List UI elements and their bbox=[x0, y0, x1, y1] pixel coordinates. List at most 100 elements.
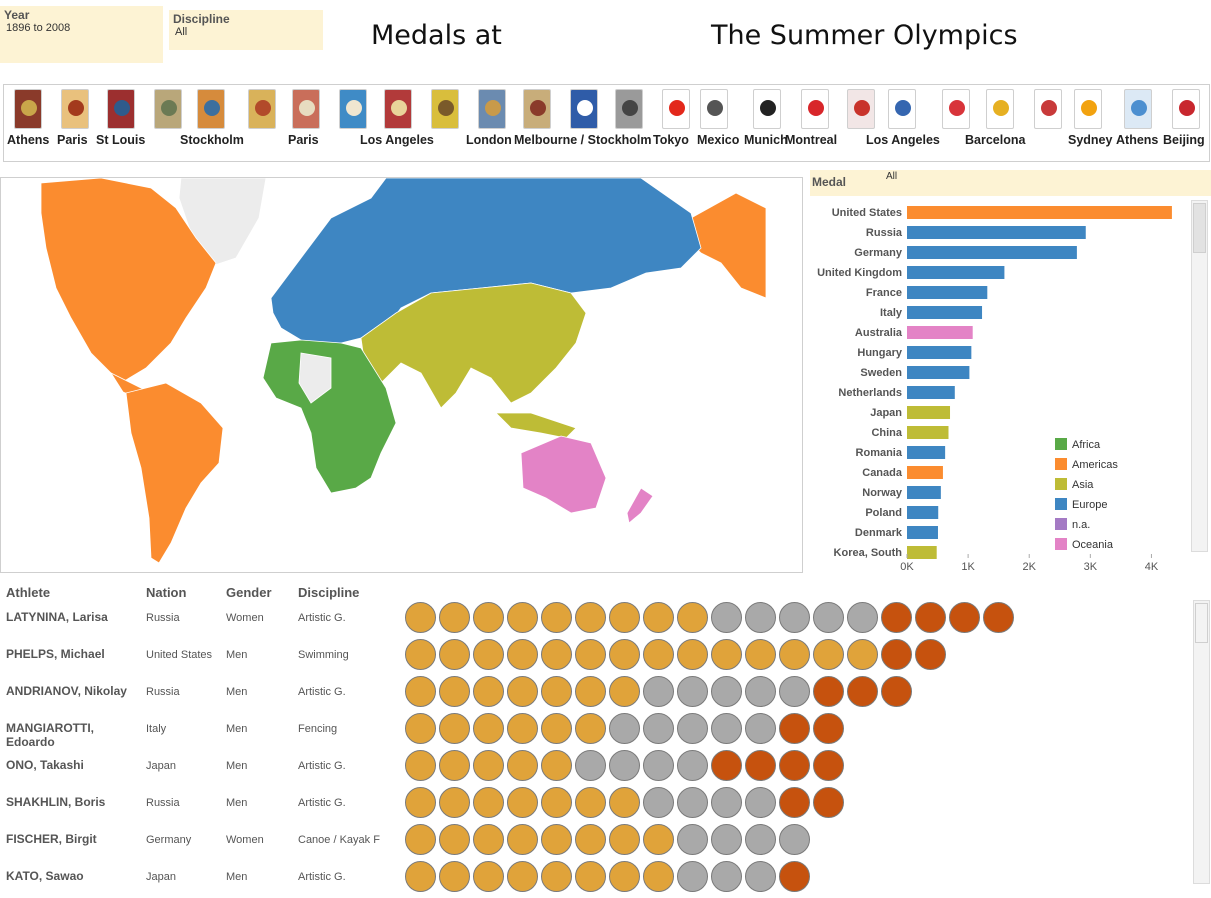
bar[interactable] bbox=[907, 266, 1005, 279]
bar-chart-scrollbar[interactable] bbox=[1191, 200, 1208, 552]
map-region-africa[interactable] bbox=[262, 339, 397, 494]
edition-city-label[interactable]: Paris bbox=[288, 133, 319, 147]
discipline-filter-value[interactable]: All bbox=[175, 26, 188, 38]
edition-poster[interactable] bbox=[662, 89, 690, 129]
edition-city-label[interactable]: Athens bbox=[1116, 133, 1159, 147]
legend-label[interactable]: Americas bbox=[1072, 459, 1118, 471]
edition-poster[interactable] bbox=[1124, 89, 1152, 129]
col-discipline[interactable]: Discipline bbox=[298, 585, 360, 600]
map-region-new-zealand[interactable] bbox=[626, 487, 654, 524]
edition-poster[interactable] bbox=[847, 89, 875, 129]
edition-poster[interactable] bbox=[801, 89, 829, 129]
athlete-row[interactable]: LATYNINA, Larisa Russia Women Artistic G. bbox=[0, 602, 1185, 639]
bar[interactable] bbox=[907, 406, 951, 419]
medal-filter[interactable]: Medal All bbox=[810, 170, 1211, 196]
edition-city-label[interactable]: London bbox=[466, 133, 512, 147]
edition-poster[interactable] bbox=[478, 89, 506, 129]
bar[interactable] bbox=[907, 306, 983, 319]
edition-poster[interactable] bbox=[1034, 89, 1062, 129]
athletes-scrollbar-thumb[interactable] bbox=[1195, 603, 1208, 643]
edition-poster[interactable] bbox=[154, 89, 182, 129]
athlete-row[interactable]: ONO, Takashi Japan Men Artistic G. bbox=[0, 750, 1185, 787]
bar[interactable] bbox=[907, 326, 973, 339]
discipline-filter[interactable]: Discipline All bbox=[169, 10, 323, 50]
bar[interactable] bbox=[907, 226, 1086, 239]
edition-poster[interactable] bbox=[615, 89, 643, 129]
edition-poster[interactable] bbox=[700, 89, 728, 129]
edition-poster[interactable] bbox=[570, 89, 598, 129]
bar[interactable] bbox=[907, 366, 970, 379]
legend-swatch[interactable] bbox=[1055, 478, 1067, 490]
bar-chart-scrollbar-thumb[interactable] bbox=[1193, 203, 1206, 253]
edition-poster[interactable] bbox=[14, 89, 42, 129]
edition-poster[interactable] bbox=[986, 89, 1014, 129]
col-athlete[interactable]: Athlete bbox=[6, 585, 51, 600]
edition-city-label[interactable]: Sydney bbox=[1068, 133, 1113, 147]
world-map[interactable] bbox=[0, 177, 803, 573]
edition-city-label[interactable]: Tokyo bbox=[653, 133, 689, 147]
edition-poster[interactable] bbox=[292, 89, 320, 129]
edition-poster[interactable] bbox=[888, 89, 916, 129]
bar[interactable] bbox=[907, 446, 946, 459]
edition-city-label[interactable]: Beijing bbox=[1163, 133, 1205, 147]
athletes-scrollbar[interactable] bbox=[1193, 600, 1210, 884]
edition-city-label[interactable]: Mexico bbox=[697, 133, 740, 147]
legend-swatch[interactable] bbox=[1055, 518, 1067, 530]
edition-poster[interactable] bbox=[431, 89, 459, 129]
legend-label[interactable]: n.a. bbox=[1072, 519, 1090, 531]
edition-poster[interactable] bbox=[1172, 89, 1200, 129]
edition-city-label[interactable]: Athens bbox=[7, 133, 50, 147]
medal-filter-value[interactable]: All bbox=[886, 171, 898, 182]
edition-city-label[interactable]: Melbourne / Stockholm bbox=[514, 133, 652, 147]
bar[interactable] bbox=[907, 346, 972, 359]
bar[interactable] bbox=[907, 206, 1172, 219]
col-nation[interactable]: Nation bbox=[146, 585, 187, 600]
athlete-row[interactable]: KATO, Sawao Japan Men Artistic G. bbox=[0, 861, 1185, 898]
edition-city-label[interactable]: Paris bbox=[57, 133, 88, 147]
edition-poster[interactable] bbox=[339, 89, 367, 129]
athlete-row[interactable]: PHELPS, Michael United States Men Swimming bbox=[0, 639, 1185, 676]
bar[interactable] bbox=[907, 246, 1077, 259]
edition-poster[interactable] bbox=[107, 89, 135, 129]
legend-label[interactable]: Oceania bbox=[1072, 539, 1114, 551]
bar[interactable] bbox=[907, 466, 943, 479]
bar[interactable] bbox=[907, 386, 955, 399]
map-region-southeast-asia[interactable] bbox=[495, 412, 577, 439]
legend-swatch[interactable] bbox=[1055, 498, 1067, 510]
legend-label[interactable]: Asia bbox=[1072, 479, 1094, 491]
edition-poster[interactable] bbox=[942, 89, 970, 129]
bar[interactable] bbox=[907, 286, 988, 299]
athlete-row[interactable]: ANDRIANOV, Nikolay Russia Men Artistic G. bbox=[0, 676, 1185, 713]
map-region-africa-no-data[interactable] bbox=[298, 352, 332, 404]
map-region-asia[interactable] bbox=[360, 282, 587, 409]
year-filter-value[interactable]: 1896 to 2008 bbox=[6, 22, 71, 34]
edition-poster[interactable] bbox=[61, 89, 89, 129]
edition-city-label[interactable]: St Louis bbox=[96, 133, 146, 147]
edition-city-label[interactable]: Montreal bbox=[785, 133, 838, 147]
edition-city-label[interactable]: Munich bbox=[744, 133, 788, 147]
col-gender[interactable]: Gender bbox=[226, 585, 272, 600]
athlete-row[interactable]: MANGIAROTTI, Edoardo Italy Men Fencing bbox=[0, 713, 1185, 750]
edition-city-label[interactable]: Barcelona bbox=[965, 133, 1026, 147]
legend-swatch[interactable] bbox=[1055, 438, 1067, 450]
edition-poster[interactable] bbox=[523, 89, 551, 129]
bar[interactable] bbox=[907, 506, 939, 519]
legend-label[interactable]: Europe bbox=[1072, 499, 1107, 511]
map-region-north-america[interactable] bbox=[40, 178, 217, 384]
edition-city-label[interactable]: Los Angeles bbox=[360, 133, 434, 147]
edition-city-label[interactable]: Stockholm bbox=[180, 133, 244, 147]
legend-swatch[interactable] bbox=[1055, 458, 1067, 470]
edition-city-label[interactable]: Los Angeles bbox=[866, 133, 940, 147]
edition-poster[interactable] bbox=[384, 89, 412, 129]
bar[interactable] bbox=[907, 526, 938, 539]
edition-poster[interactable] bbox=[1074, 89, 1102, 129]
map-region-south-america[interactable] bbox=[125, 382, 224, 564]
bar[interactable] bbox=[907, 546, 937, 559]
bar[interactable] bbox=[907, 486, 941, 499]
map-region-australia[interactable] bbox=[520, 435, 607, 514]
legend-swatch[interactable] bbox=[1055, 538, 1067, 550]
year-filter[interactable]: Year 1896 to 2008 bbox=[0, 6, 163, 63]
bar[interactable] bbox=[907, 426, 949, 439]
edition-poster[interactable] bbox=[753, 89, 781, 129]
edition-poster[interactable] bbox=[248, 89, 276, 129]
